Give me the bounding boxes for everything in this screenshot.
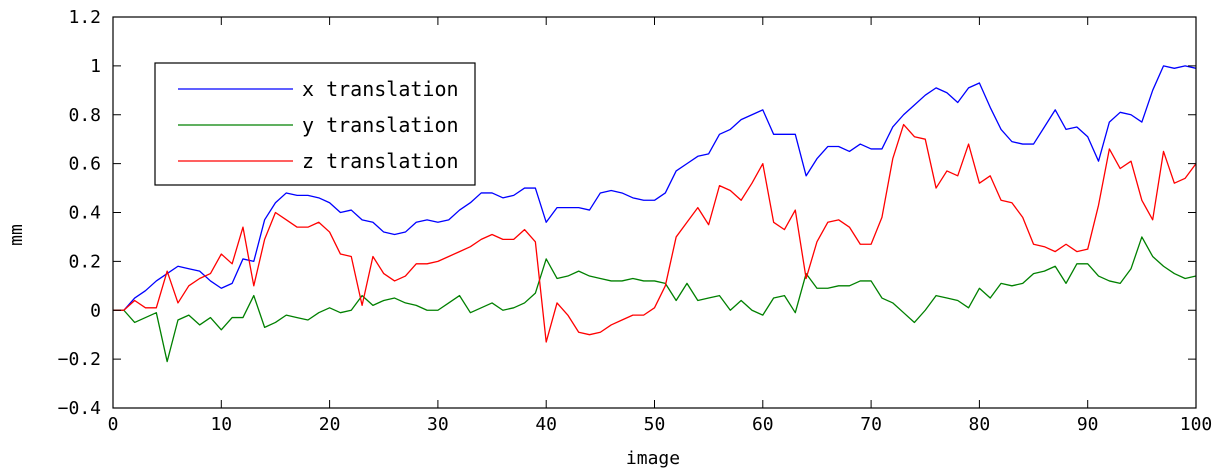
y-tick-label: 0: [90, 300, 101, 321]
x-axis-label: image: [626, 448, 680, 469]
legend-box: [154, 62, 476, 186]
y-tick-label: 0.4: [68, 203, 101, 224]
legend-label-y-translation: y translation: [302, 113, 459, 137]
series-line-z-translation: [113, 123, 1197, 343]
x-tick-label: 60: [752, 414, 774, 435]
legend-label-z-translation: z translation: [302, 149, 459, 173]
y-axis-label: mm: [6, 224, 27, 246]
y-tick-label: −0.4: [58, 398, 101, 419]
ticks-layer: 0 10 20 30 40 50 60 70 80 90 100 −0.4 −0.2 0 0.2 0.4 0.6…: [58, 7, 1213, 435]
x-tick-label: 80: [969, 414, 991, 435]
plot-frame: [112, 16, 1197, 409]
x-tick-label: 10: [210, 414, 232, 435]
series-layer: [113, 65, 1197, 363]
x-tick-label: 30: [427, 414, 449, 435]
x-tick-label: 40: [535, 414, 557, 435]
y-tick-label: 0.2: [68, 251, 101, 272]
legend-label-x-translation: x translation: [302, 77, 459, 101]
x-tick-label: 100: [1180, 414, 1213, 435]
x-tick-label: 50: [644, 414, 666, 435]
y-tick-label: −0.2: [58, 349, 101, 370]
x-tick-label: 20: [319, 414, 341, 435]
y-tick-label: 0.8: [68, 105, 101, 126]
series-line-x-translation: [113, 65, 1197, 311]
y-tick-label: 0.6: [68, 154, 101, 175]
legend: x translation y translation z translatio…: [154, 62, 476, 186]
x-tick-label: 70: [860, 414, 882, 435]
y-tick-label: 1: [90, 56, 101, 77]
x-tick-label: 90: [1077, 414, 1099, 435]
series-line-y-translation: [113, 236, 1197, 363]
x-tick-label: 0: [108, 414, 119, 435]
y-tick-label: 1.2: [68, 7, 101, 28]
